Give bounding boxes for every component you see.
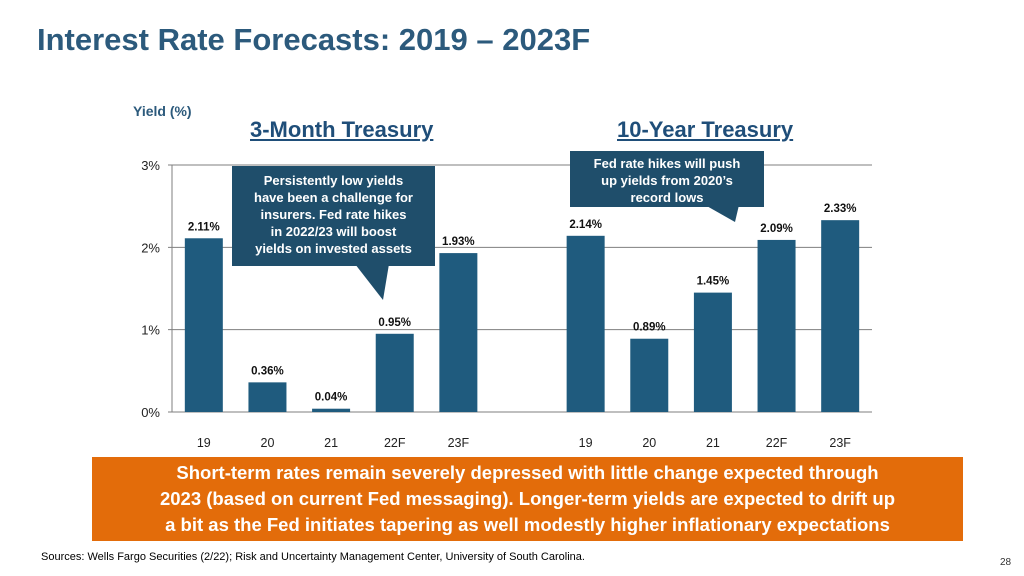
callout-line: insurers. Fed rate hikes: [260, 207, 407, 222]
x-tick-label: 20: [261, 436, 275, 450]
bar: [184, 238, 223, 412]
x-tick-label: 19: [197, 436, 211, 450]
x-tick-label: 21: [324, 436, 338, 450]
data-label: 2.14%: [569, 219, 602, 231]
y-tick-label: 1%: [141, 323, 160, 338]
callout-3-month-pointer: [355, 264, 389, 300]
callout-line: yields on invested assets: [255, 241, 412, 256]
bar: [693, 292, 732, 412]
summary-line: Short-term rates remain severely depress…: [176, 462, 879, 483]
x-tick-label: 22F: [384, 436, 406, 450]
y-axis-label: Yield (%): [133, 103, 192, 119]
page-number: 28: [1000, 557, 1012, 568]
callout-3-month: Persistently low yields have been a chal…: [232, 166, 435, 266]
bar: [566, 235, 605, 412]
page-title: Interest Rate Forecasts: 2019 – 2023F: [37, 22, 591, 57]
callout-line: have been a challenge for: [254, 190, 413, 205]
group-title-10-year: 10-Year Treasury: [617, 117, 794, 142]
data-label: 0.04%: [315, 392, 348, 404]
callout-line: Persistently low yields: [263, 173, 404, 188]
callout-line: record lows: [630, 190, 704, 205]
callout-10-year: Fed rate hikes will push up yields from …: [570, 151, 764, 207]
data-label: 0.89%: [633, 322, 666, 334]
callout-line: up yields from 2020’s: [601, 173, 733, 188]
bar: [312, 408, 351, 412]
data-label: 1.45%: [697, 276, 730, 288]
bar: [630, 338, 669, 412]
bar: [248, 382, 287, 412]
bar: [821, 220, 860, 412]
x-tick-label: 23F: [829, 436, 851, 450]
group-title-3-month: 3-Month Treasury: [250, 117, 434, 142]
y-tick-label: 3%: [141, 158, 160, 173]
callout-line: Fed rate hikes will push: [593, 156, 741, 171]
data-label: 0.95%: [378, 317, 411, 329]
x-tick-label: 19: [579, 436, 593, 450]
data-label: 2.09%: [760, 223, 793, 235]
data-label: 1.93%: [442, 236, 475, 248]
x-tick-label: 22F: [766, 436, 788, 450]
summary-banner: Short-term rates remain severely depress…: [92, 457, 963, 541]
callout-line: in 2022/23 will boost: [270, 224, 397, 239]
summary-line: 2023 (based on current Fed messaging). L…: [159, 488, 896, 509]
data-label: 2.33%: [824, 203, 857, 215]
bar-chart: 0% 1% 2% 3% 2.11% 19 0.36% 20 0.04% 21 0.95% 22F 1.9…: [141, 158, 872, 450]
x-tick-label: 23F: [448, 436, 470, 450]
bar: [375, 333, 414, 412]
x-tick-label: 20: [642, 436, 656, 450]
data-label: 0.36%: [251, 365, 284, 377]
summary-line: a bit as the Fed initiates tapering as w…: [165, 514, 890, 535]
callout-10-year-pointer: [705, 205, 739, 222]
y-tick-label: 0%: [141, 405, 160, 420]
bar: [439, 253, 478, 412]
x-tick-label: 21: [706, 436, 720, 450]
bar: [757, 239, 796, 412]
source-note: Sources: Wells Fargo Securities (2/22); …: [41, 551, 585, 563]
y-tick-label: 2%: [141, 240, 160, 255]
data-label: 2.11%: [188, 221, 220, 233]
